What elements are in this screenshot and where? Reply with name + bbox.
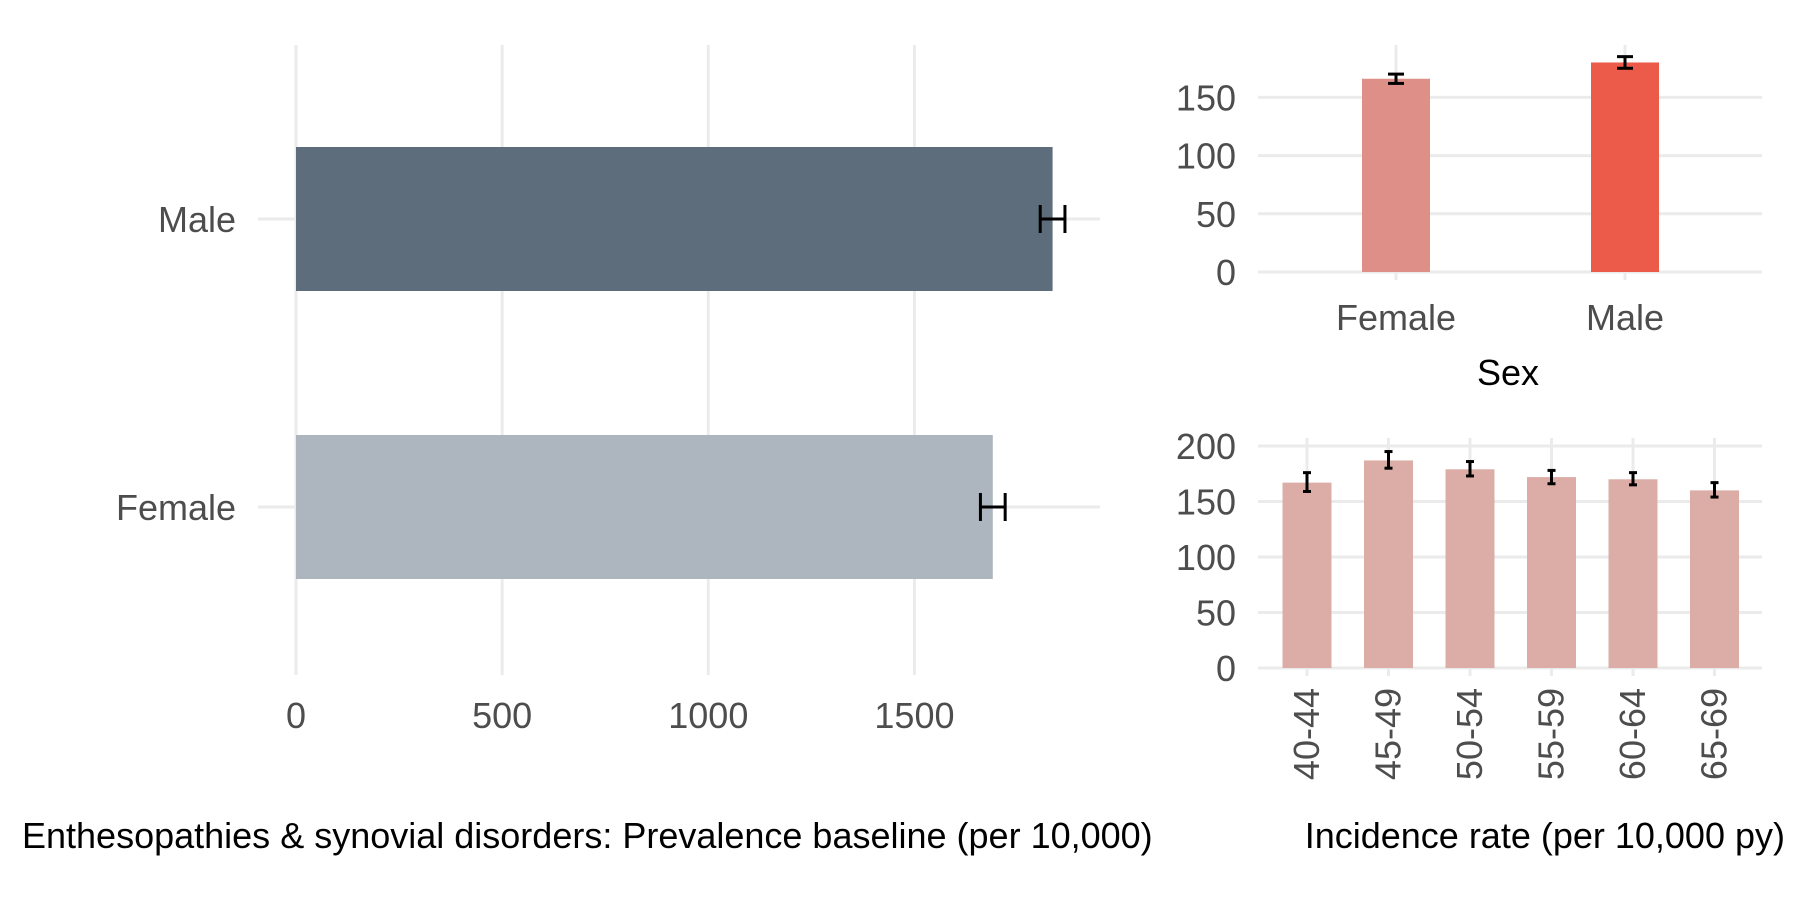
prevalence-x-tick-label: 0 (286, 695, 306, 736)
sex-bar (1591, 62, 1659, 272)
age-y-tick-label: 0 (1216, 648, 1236, 689)
age-bar (1364, 460, 1413, 668)
age-x-tick-label: 50-54 (1449, 688, 1490, 780)
age-x-tick-label: 45-49 (1368, 688, 1409, 780)
prevalence-x-tick-label: 1000 (668, 695, 748, 736)
age-x-tick-label: 55-59 (1531, 688, 1572, 780)
prevalence-y-tick-label: Male (158, 199, 236, 240)
sex-y-tick-label: 50 (1196, 194, 1236, 235)
age-x-tick-label: 60-64 (1612, 688, 1653, 780)
prevalence-x-tick-label: 500 (472, 695, 532, 736)
sex-x-axis-title: Sex (1477, 352, 1539, 393)
prevalence-bar (296, 147, 1053, 291)
prevalence-x-tick-label: 1500 (874, 695, 954, 736)
sex-x-tick-label: Female (1336, 297, 1456, 338)
age-bar (1608, 479, 1658, 668)
prevalence-y-tick-label: Female (116, 487, 236, 528)
incidence-x-axis-title: Incidence rate (per 10,000 py) (1305, 815, 1785, 856)
age-y-tick-label: 150 (1176, 482, 1236, 523)
age-incidence-panel: 0 50 100 150 200 40-44 45-49 50-54 55-59 60-64 65-… (1176, 426, 1762, 780)
sex-x-tick-label: Male (1586, 297, 1664, 338)
age-y-tick-label: 50 (1196, 593, 1236, 634)
sex-bar (1362, 78, 1430, 272)
age-x-tick-label: 65-69 (1694, 688, 1735, 780)
sex-y-tick-label: 100 (1176, 136, 1236, 177)
age-bar (1445, 469, 1495, 668)
age-y-tick-label: 100 (1176, 537, 1236, 578)
age-bar (1282, 482, 1332, 668)
sex-incidence-panel: 0 50 100 150 Female Male (1176, 45, 1762, 338)
prevalence-panel: 0 500 1000 1500 Female Male (116, 45, 1100, 736)
age-y-tick-label: 200 (1176, 426, 1236, 467)
prevalence-bar (296, 435, 993, 579)
sex-y-tick-label: 150 (1176, 77, 1236, 118)
prevalence-x-axis-title: Enthesopathies & synovial disorders: Pre… (22, 815, 1153, 856)
age-bar (1690, 490, 1739, 668)
sex-y-tick-label: 0 (1216, 252, 1236, 293)
age-x-tick-label: 40-44 (1286, 688, 1327, 780)
age-bar (1527, 477, 1576, 668)
